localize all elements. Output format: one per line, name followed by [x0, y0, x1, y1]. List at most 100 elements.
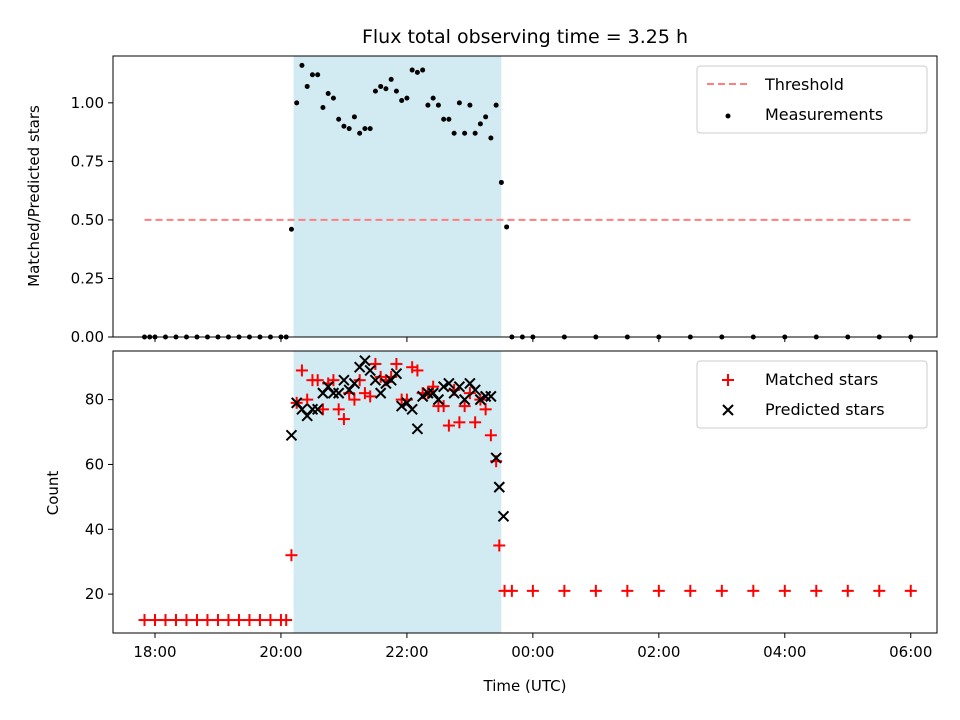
threshold-legend-label: Threshold [764, 75, 844, 94]
top-y-ticks: 0.00 0.25 0.50 0.75 1.00 [71, 94, 113, 346]
measurements-point [393, 88, 399, 94]
measurements-point [304, 83, 310, 89]
matched-stars-point [715, 584, 728, 597]
top-x-ticks [154, 337, 912, 342]
matched-stars-point [505, 584, 518, 597]
measurements-point [336, 116, 342, 122]
matched-stars-point [253, 614, 266, 627]
predicted-stars-point [332, 387, 345, 399]
matched-stars-point [201, 614, 214, 627]
measurements-point [320, 105, 326, 111]
predicted-stars-point [493, 481, 505, 493]
predicted-legend-label: Predicted stars [765, 400, 885, 419]
matched-stars-point [904, 584, 917, 597]
matched-stars-point [458, 400, 471, 413]
x-axis-label: Time (UTC) [483, 677, 567, 695]
measurements-point [399, 97, 405, 103]
measurements-point [388, 76, 394, 82]
predicted-stars-point [453, 380, 466, 393]
matched-stars-point [138, 614, 151, 627]
predicted-stars-point [474, 393, 487, 406]
predicted-stars-point [497, 510, 510, 523]
y-tick-label: 80 [85, 391, 104, 409]
measurements-point [488, 135, 494, 141]
measurements-point [498, 179, 504, 185]
predicted-stars-point [380, 377, 392, 390]
measurements-point [493, 102, 499, 108]
matched-stars-point [159, 614, 172, 627]
chart-title: Flux total observing time = 3.25 h [362, 26, 688, 48]
measurements-point [472, 130, 478, 136]
bottom-legend: Matched stars Predicted stars [696, 360, 928, 429]
matched-stars-point [211, 614, 224, 627]
y-tick-label: 60 [85, 455, 104, 473]
matched-stars-point [348, 393, 361, 406]
measurements-point [467, 102, 473, 108]
matched-stars-point [301, 393, 314, 406]
predicted-stars-point [479, 390, 492, 403]
predicted-stars-point [374, 387, 387, 399]
predicted-stars-point [432, 393, 445, 406]
top-axes-frame [112, 55, 938, 338]
y-tick-label: 0.75 [71, 152, 104, 170]
y-tick-label: 20 [85, 585, 104, 603]
x-tick-label: 22:00 [385, 643, 428, 661]
measurements-point [404, 95, 410, 101]
matched-stars-point [411, 364, 424, 377]
predicted-stars-point [490, 452, 502, 464]
measurements-point [435, 102, 441, 108]
predicted-stars-point [406, 403, 418, 416]
matched-stars-point [463, 387, 476, 400]
measurements-point [430, 95, 436, 101]
matched-stars-point [353, 374, 366, 387]
predicted-stars-point [416, 390, 429, 403]
measurements-point [357, 130, 363, 136]
predicted-stars-point [458, 393, 471, 406]
matched-stars-point [469, 416, 482, 429]
measurements-point [351, 114, 357, 120]
bottom-x-ticks: 18:00 20:00 22:00 00:00 02:00 04:00 06:00 [133, 633, 932, 661]
matched-stars-point [589, 584, 602, 597]
y-tick-label: 0.00 [71, 328, 104, 346]
measurements-point [288, 226, 294, 232]
matched-stars-point [810, 584, 823, 597]
y-tick-label: 1.00 [71, 94, 104, 112]
measurements-point [299, 62, 305, 68]
measurements-point [367, 126, 373, 132]
matched-stars-point [327, 374, 340, 387]
matched-stars-point [684, 584, 697, 597]
y-tick-label: 0.50 [71, 211, 104, 229]
measurements-point [420, 67, 426, 73]
measurements-point [378, 83, 384, 89]
matched-stars-point [484, 429, 497, 442]
measurements-point [446, 116, 452, 122]
matched-stars-point [778, 584, 791, 597]
predicted-stars-point [348, 377, 361, 390]
matched-stars-point [190, 614, 203, 627]
matched-stars-point [493, 539, 506, 552]
predicted-stars-point [443, 377, 455, 390]
predicted-stars-point [422, 387, 434, 399]
predicted-stars-point [311, 403, 324, 416]
matched-stars-point [264, 614, 277, 627]
measurements-point [309, 72, 315, 78]
top-legend-box [696, 65, 928, 134]
matched-stars-point [280, 614, 293, 627]
measurements-point [451, 130, 457, 136]
predicted-stars-point [411, 423, 424, 435]
matched-stars-point [390, 357, 403, 370]
observing-window-shade [293, 56, 502, 337]
predicted-stars-point [369, 374, 382, 386]
matched-stars-point [311, 374, 324, 387]
matched-legend-marker [722, 374, 734, 386]
measurements-point [294, 100, 300, 106]
predicted-stars-point [359, 355, 371, 367]
predicted-stars-point [306, 403, 319, 416]
matched-stars-point [841, 584, 854, 597]
measurements-point [330, 95, 336, 101]
x-tick-label: 20:00 [259, 643, 302, 661]
y-tick-label: 0.25 [71, 269, 104, 287]
x-tick-label: 02:00 [637, 643, 680, 661]
bottom-y-axis-label: Count [44, 471, 62, 516]
